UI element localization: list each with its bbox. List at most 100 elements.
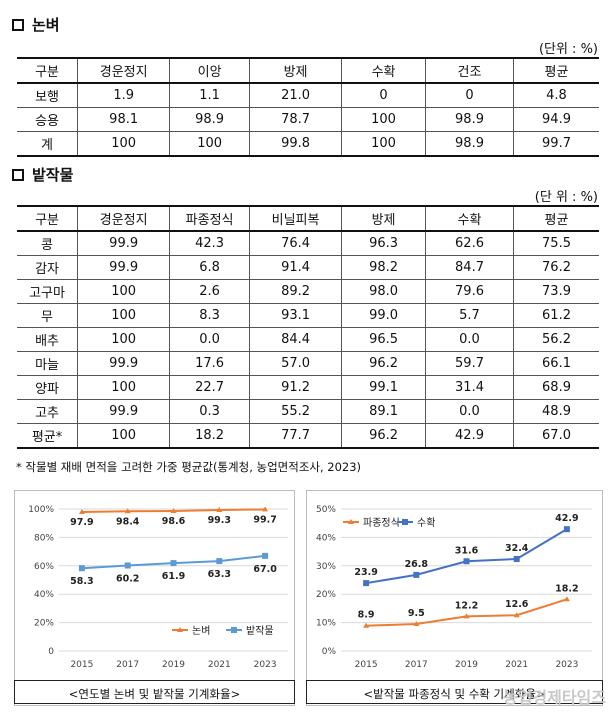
table-header-cell: 구분 [17, 205, 79, 232]
table-cell: 93.1 [248, 303, 343, 328]
table-cell: 76.2 [513, 255, 599, 280]
chart-caption-1: <연도별 논벼 및 밭작물 기계화율> [68, 687, 241, 701]
table-cell: 2.6 [169, 279, 250, 304]
table-cell: 99.9 [77, 399, 171, 424]
table-cell: 75.5 [513, 230, 599, 256]
legend-marker [402, 519, 408, 525]
data-label: 98.6 [162, 516, 186, 527]
x-tick-label: 2017 [405, 660, 428, 670]
table-cell: 99.0 [341, 303, 426, 328]
line-chart-planting-harvest: 0% 10% 20% 30% 40% 50% 2015 2017 2019 2021 2023 8.9… [316, 505, 592, 670]
table-header-cell: 수확 [424, 205, 515, 232]
y-tick-label: 0% [322, 647, 337, 657]
table-header-cell: 건조 [424, 57, 515, 84]
table-header-cell: 파종정식 [169, 205, 250, 232]
data-point-marker [363, 622, 370, 628]
table-cell: 보행 [17, 82, 79, 108]
legend-label: 파종정식 [363, 517, 400, 529]
table-cell: 6.8 [169, 255, 250, 280]
data-point-marker [463, 613, 470, 619]
table-cell: 무 [17, 303, 79, 328]
legend-label: 밭작물 [246, 625, 274, 637]
legend-label: 논벼 [192, 625, 210, 637]
table-row: 고추 99.9 0.3 55.2 89.1 0.0 48.9 [17, 399, 599, 424]
data-point-marker [513, 555, 520, 562]
data-point-marker [78, 508, 85, 514]
x-tick-label: 2023 [254, 660, 277, 670]
y-tick-label: 100% [28, 505, 54, 515]
table-cell: 48.9 [513, 399, 599, 424]
table-cell: 98.1 [77, 107, 171, 132]
table-header-cell: 경운정지 [77, 57, 171, 84]
y-tick-label: 50% [316, 505, 336, 515]
x-tick-label: 2015 [70, 660, 93, 670]
table-cell: 18.2 [169, 423, 250, 449]
data-label: 32.4 [505, 543, 529, 554]
data-label: 31.6 [455, 545, 479, 556]
section-title-text: 논벼 [32, 16, 60, 34]
caption-frame-1 [14, 680, 295, 704]
table-row: 계 100 100 99.8 100 98.9 99.7 [17, 131, 599, 157]
section-title-paddy: 논벼 [12, 14, 60, 35]
table-row: 승용 98.1 98.9 78.7 100 98.9 94.9 [17, 107, 599, 132]
table-cell: 98.2 [341, 255, 426, 280]
table-cell: 89.1 [341, 399, 426, 424]
table-cell: 96.3 [341, 230, 426, 256]
table-cell: 100 [77, 131, 171, 157]
table-cell: 99.1 [341, 375, 426, 400]
table-header-cell: 평균 [513, 205, 599, 232]
table-cell: 98.0 [341, 279, 426, 304]
table-cell: 61.2 [513, 303, 599, 328]
y-tick-label: 40% [34, 590, 54, 600]
table-cell: 100 [77, 303, 171, 328]
data-label: 26.8 [405, 559, 429, 570]
table-cell: 0.0 [169, 327, 250, 352]
legend-marker [231, 627, 237, 633]
data-label: 63.3 [208, 569, 231, 580]
table-cell: 0 [341, 82, 426, 108]
table-cell: 0.3 [169, 399, 250, 424]
data-label: 8.9 [358, 610, 375, 621]
data-point-marker [363, 580, 370, 587]
table-cell: 배추 [17, 327, 79, 352]
y-tick-label: 20% [34, 619, 54, 629]
data-label: 12.2 [455, 600, 478, 611]
data-label: 97.9 [70, 517, 93, 528]
table-cell: 평균* [17, 423, 79, 449]
data-point-marker [262, 552, 269, 559]
table-cell: 96.5 [341, 327, 426, 352]
y-tick-label: 80% [34, 533, 54, 543]
table-cell: 99.9 [77, 230, 171, 256]
table-cell: 31.4 [424, 375, 515, 400]
watermark-logo: 농업경제타임즈 [503, 684, 606, 708]
y-tick-label: 0 [48, 647, 54, 657]
table-cell: 감자 [17, 255, 79, 280]
data-point-marker [124, 508, 131, 514]
legend-marker [348, 519, 354, 524]
table-cell: 0 [424, 82, 515, 108]
table-cell: 8.3 [169, 303, 250, 328]
table-cell: 100 [169, 131, 250, 157]
y-tick-label: 20% [316, 590, 336, 600]
table-header-cell: 이앙 [169, 57, 250, 84]
table-cell: 79.6 [424, 279, 515, 304]
legend-marker [177, 627, 183, 632]
table-row: 양파 100 22.7 91.2 99.1 31.4 68.9 [17, 375, 599, 400]
table-cell: 계 [17, 131, 79, 157]
table-header-cell: 방제 [341, 205, 426, 232]
checkbox-square-icon [12, 168, 24, 181]
y-tick-label: 30% [316, 562, 336, 572]
table-header-cell: 방제 [248, 57, 343, 84]
x-tick-label: 2017 [116, 660, 139, 670]
table-cell: 5.7 [424, 303, 515, 328]
table-cell: 99.7 [513, 131, 599, 157]
table-row: 무 100 8.3 93.1 99.0 5.7 61.2 [17, 303, 599, 328]
table-cell: 98.9 [424, 107, 515, 132]
table-header-cell: 구분 [17, 57, 79, 84]
table-cell: 96.2 [341, 351, 426, 376]
data-point-marker [463, 558, 470, 565]
table-row: 평균* 100 18.2 77.7 96.2 42.9 67.0 [17, 423, 599, 449]
table-cell: 59.7 [424, 351, 515, 376]
table-cell: 68.9 [513, 375, 599, 400]
y-tick-label: 60% [34, 562, 54, 572]
